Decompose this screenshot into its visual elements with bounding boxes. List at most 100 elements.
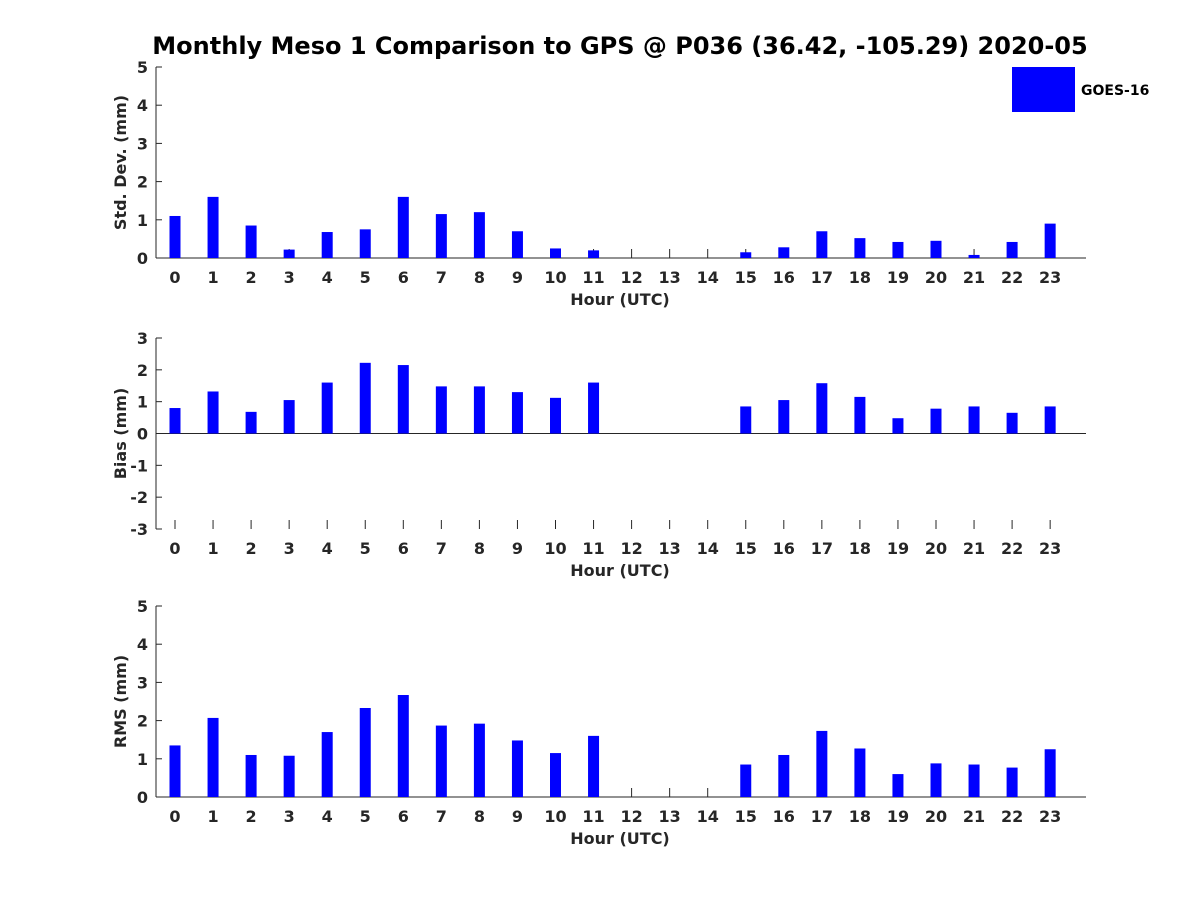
x-tick-label: 10 bbox=[544, 807, 566, 826]
bar bbox=[473, 212, 485, 258]
x-axis-label: Hour (UTC) bbox=[570, 829, 670, 848]
x-tick-label: 17 bbox=[811, 268, 833, 287]
x-tick-label: 6 bbox=[398, 539, 409, 558]
x-tick-label: 18 bbox=[849, 807, 871, 826]
bar bbox=[1044, 406, 1056, 434]
x-tick-label: 16 bbox=[773, 807, 795, 826]
x-tick-label: 5 bbox=[360, 268, 371, 287]
x-tick-label: 21 bbox=[963, 539, 985, 558]
x-tick-label: 4 bbox=[322, 268, 333, 287]
x-tick-label: 20 bbox=[925, 807, 947, 826]
x-tick-label: 7 bbox=[436, 268, 447, 287]
bar bbox=[778, 247, 790, 258]
bar bbox=[1044, 223, 1056, 258]
bar bbox=[816, 231, 828, 258]
x-tick-label: 21 bbox=[963, 807, 985, 826]
x-tick-label: 11 bbox=[582, 268, 604, 287]
x-tick-label: 19 bbox=[887, 807, 909, 826]
bar bbox=[740, 406, 752, 434]
bar bbox=[207, 717, 219, 797]
bar bbox=[550, 753, 561, 797]
y-tick-label: 4 bbox=[137, 635, 148, 654]
bar bbox=[359, 229, 371, 258]
x-tick-label: 0 bbox=[169, 539, 180, 558]
bar bbox=[892, 241, 904, 258]
x-tick-label: 4 bbox=[322, 539, 333, 558]
x-tick-label: 19 bbox=[887, 268, 909, 287]
y-axis-label: RMS (mm) bbox=[111, 655, 130, 748]
x-tick-label: 17 bbox=[811, 807, 833, 826]
bar bbox=[245, 754, 257, 797]
x-tick-label: 2 bbox=[246, 539, 257, 558]
y-tick-label: 3 bbox=[137, 329, 148, 348]
bar bbox=[854, 238, 866, 258]
x-tick-label: 0 bbox=[169, 268, 180, 287]
y-tick-label: -3 bbox=[130, 520, 148, 539]
bar bbox=[435, 386, 447, 434]
bar bbox=[588, 382, 600, 434]
y-tick-label: 1 bbox=[137, 211, 148, 230]
x-tick-label: 1 bbox=[207, 807, 218, 826]
x-tick-label: 2 bbox=[246, 807, 257, 826]
x-tick-label: 1 bbox=[207, 268, 218, 287]
bar bbox=[435, 725, 447, 797]
bar bbox=[778, 400, 790, 434]
x-tick-label: 20 bbox=[925, 268, 947, 287]
bar bbox=[892, 418, 904, 434]
x-tick-label: 14 bbox=[697, 539, 719, 558]
x-tick-label: 23 bbox=[1039, 539, 1061, 558]
x-axis-label: Hour (UTC) bbox=[570, 561, 670, 580]
legend: GOES-16 bbox=[1012, 67, 1149, 112]
bar bbox=[816, 730, 828, 797]
x-tick-label: 14 bbox=[697, 807, 719, 826]
bar bbox=[550, 248, 561, 258]
x-tick-label: 22 bbox=[1001, 268, 1023, 287]
bar bbox=[930, 763, 942, 797]
x-tick-label: 18 bbox=[849, 268, 871, 287]
x-tick-label: 20 bbox=[925, 539, 947, 558]
x-tick-label: 22 bbox=[1001, 807, 1023, 826]
y-tick-label: 2 bbox=[137, 361, 148, 380]
x-tick-label: 22 bbox=[1001, 539, 1023, 558]
bar bbox=[968, 254, 980, 258]
y-tick-label: 5 bbox=[137, 58, 148, 77]
x-tick-label: 6 bbox=[398, 268, 409, 287]
bar bbox=[511, 392, 523, 434]
bar bbox=[740, 764, 752, 797]
y-tick-label: 2 bbox=[137, 712, 148, 731]
x-tick-label: 4 bbox=[322, 807, 333, 826]
bar bbox=[892, 774, 904, 797]
bar bbox=[1006, 412, 1018, 434]
bar bbox=[207, 391, 219, 434]
bar bbox=[968, 406, 980, 434]
bar bbox=[169, 215, 181, 258]
x-tick-label: 13 bbox=[659, 268, 681, 287]
bar bbox=[930, 240, 942, 258]
legend-swatch bbox=[1012, 67, 1075, 112]
y-tick-label: -1 bbox=[130, 456, 148, 475]
x-tick-label: 15 bbox=[735, 807, 757, 826]
bar bbox=[511, 231, 523, 258]
y-tick-label: 0 bbox=[137, 425, 148, 444]
x-tick-label: 10 bbox=[544, 268, 566, 287]
bar bbox=[473, 723, 485, 797]
x-tick-label: 9 bbox=[512, 539, 523, 558]
x-tick-label: 10 bbox=[544, 539, 566, 558]
bar bbox=[245, 225, 257, 258]
bar bbox=[359, 707, 371, 797]
y-tick-label: 3 bbox=[137, 134, 148, 153]
x-axis-label: Hour (UTC) bbox=[570, 290, 670, 309]
x-tick-label: 23 bbox=[1039, 807, 1061, 826]
x-tick-label: 14 bbox=[697, 268, 719, 287]
bar bbox=[1006, 241, 1018, 258]
x-tick-label: 3 bbox=[284, 268, 295, 287]
x-tick-label: 12 bbox=[620, 807, 642, 826]
x-tick-label: 12 bbox=[620, 539, 642, 558]
bar bbox=[588, 735, 600, 797]
bar bbox=[778, 754, 790, 797]
bar bbox=[359, 362, 371, 434]
